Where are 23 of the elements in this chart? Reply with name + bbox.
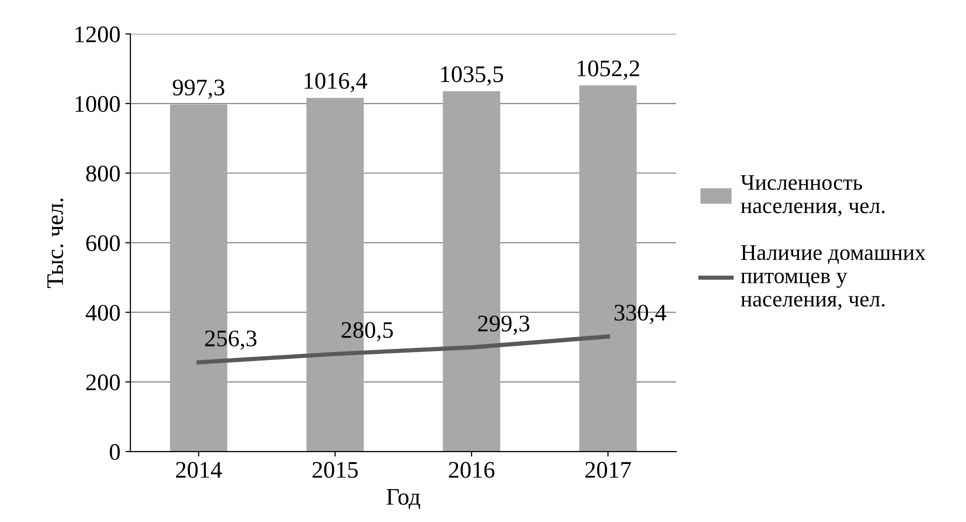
x-tick-label: 2017 xyxy=(585,462,631,478)
data-label: 299,3 xyxy=(478,316,530,335)
y-tick-label: 1200 xyxy=(76,26,120,42)
y-tick-label: 800 xyxy=(86,166,120,182)
data-label: 330,4 xyxy=(614,304,666,324)
y-tick-label: 0 xyxy=(110,444,120,460)
y-tick-label: 1000 xyxy=(76,96,120,112)
data-label: 256,3 xyxy=(205,330,256,350)
y-tick-label: 600 xyxy=(86,235,120,252)
legend-label: Численность населения, чел. xyxy=(740,175,884,216)
y-tick-label: 200 xyxy=(86,374,120,390)
x-tick-label: 2014 xyxy=(176,462,222,478)
x-tick-label: 2015 xyxy=(312,462,358,478)
x-tick-label: 2016 xyxy=(448,462,494,478)
data-label: 1016,4 xyxy=(304,72,368,92)
x-axis-title: Год xyxy=(386,489,420,510)
data-label: 1052,2 xyxy=(578,60,640,80)
data-label: 997,3 xyxy=(172,80,224,99)
legend-label: Наличие домашних питомцев у населения, чел. xyxy=(740,245,926,310)
data-label: 1035,5 xyxy=(441,66,504,86)
y-tick-label: 400 xyxy=(86,304,120,321)
y-axis-title: Тыс. чел. xyxy=(47,198,64,288)
data-label: 280,5 xyxy=(342,322,393,342)
